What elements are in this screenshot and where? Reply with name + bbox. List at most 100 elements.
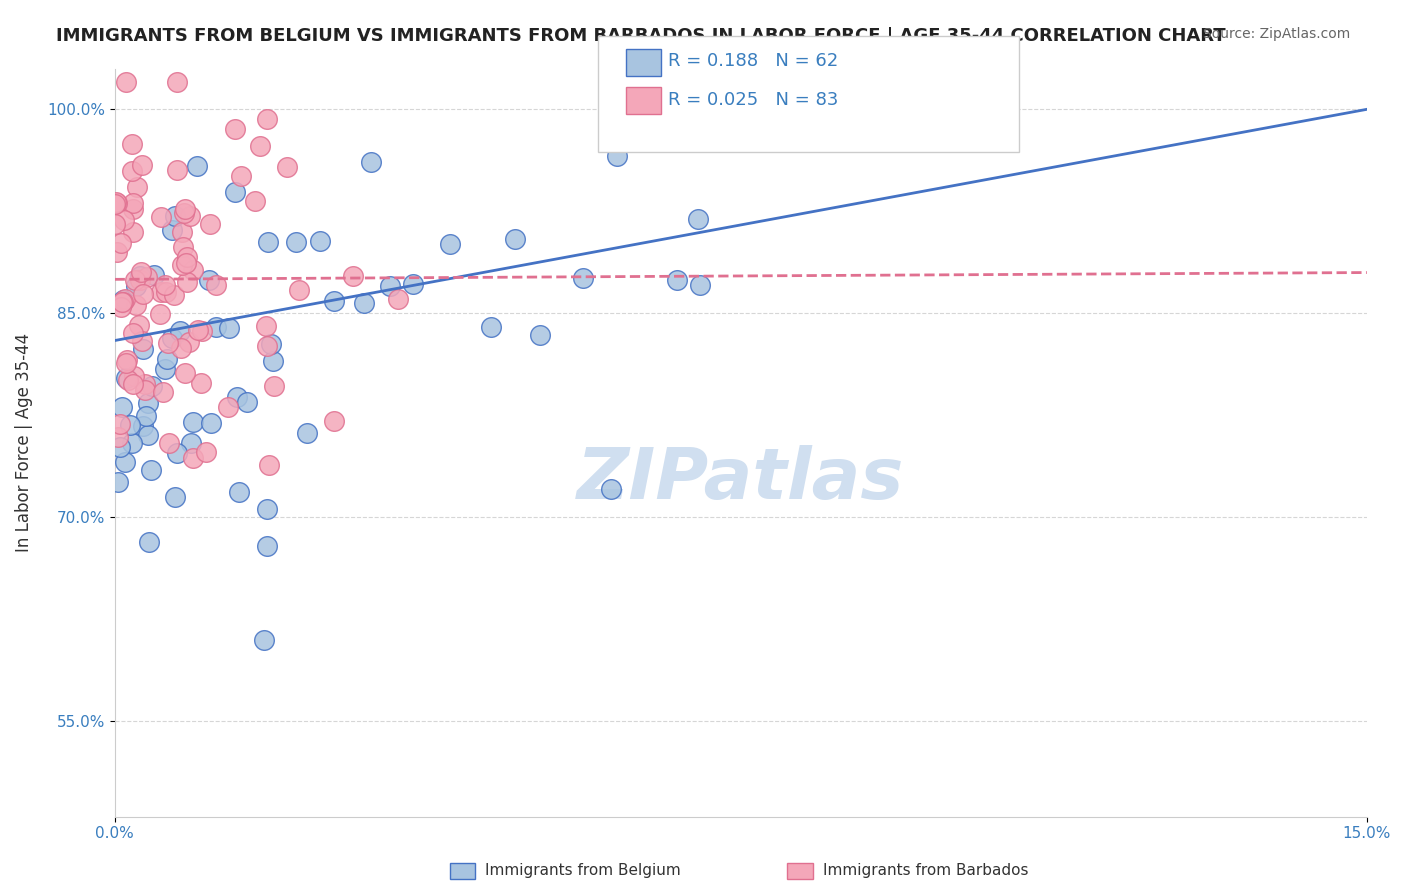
Point [156,335,179,350]
Point [205,320,228,334]
Point [439,237,461,252]
Text: IMMIGRANTS FROM BELGIUM VS IMMIGRANTS FROM BARBADOS IN LABOR FORCE | AGE 35-44 C: IMMIGRANTS FROM BELGIUM VS IMMIGRANTS FR… [56,27,1226,45]
Point [256,112,278,126]
Point [288,284,311,298]
Point [143,268,166,283]
Point [165,490,187,504]
Point [114,212,136,227]
Point [181,263,204,277]
Point [105,245,128,260]
Point [125,180,148,194]
Point [125,279,148,293]
Point [117,373,139,387]
Point [176,276,198,290]
Point [166,445,188,459]
Point [177,335,200,350]
Point [170,225,193,239]
Point [104,218,127,232]
Point [121,326,143,340]
Point [111,400,134,414]
Point [131,334,153,349]
Point [136,270,159,285]
Point [120,417,142,432]
Point [128,268,150,283]
Point [170,259,193,273]
Point [295,425,318,440]
Point [323,294,346,309]
Point [256,501,278,516]
Point [505,232,527,246]
Point [134,383,156,397]
Point [148,307,170,321]
Point [166,75,188,89]
Point [136,428,159,442]
Point [572,271,595,285]
Text: Immigrants from Belgium: Immigrants from Belgium [485,863,681,878]
Point [342,268,364,283]
Point [121,195,143,210]
Point [114,292,136,306]
Point [135,409,157,424]
Point [114,455,136,469]
Point [125,298,148,312]
Point [181,416,204,430]
Point [121,137,143,152]
Point [150,285,173,299]
Point [257,235,280,250]
Point [180,436,202,450]
Text: R = 0.188   N = 62: R = 0.188 N = 62 [668,52,838,70]
Point [165,209,187,223]
Point [121,163,143,178]
Text: Source: ZipAtlas.com: Source: ZipAtlas.com [1202,27,1350,41]
Point [149,210,172,224]
Point [204,278,226,293]
Point [224,185,246,199]
Point [110,235,132,250]
Point [217,400,239,414]
Point [115,371,138,385]
Point [224,121,246,136]
Point [606,149,628,163]
Point [198,273,221,287]
Point [256,319,278,334]
Point [190,324,212,338]
Point [181,450,204,465]
Point [115,75,138,89]
Point [260,337,283,351]
Point [110,441,132,455]
Y-axis label: In Labor Force | Age 35-44: In Labor Force | Age 35-44 [15,333,32,552]
Point [176,250,198,264]
Point [689,277,711,292]
Point [402,277,425,291]
Point [174,366,197,380]
Point [155,285,177,299]
Point [256,540,278,554]
Point [138,535,160,549]
Point [243,194,266,209]
Point [479,319,502,334]
Point [218,321,240,335]
Point [226,391,249,405]
Text: ZIPatlas: ZIPatlas [576,445,904,515]
Point [160,223,183,237]
Point [235,395,257,409]
Point [129,264,152,278]
Point [380,279,402,293]
Point [262,354,284,368]
Point [200,416,222,430]
Point [169,325,191,339]
Point [132,342,155,356]
Point [353,296,375,310]
Point [122,225,145,239]
Point [170,342,193,356]
Point [263,379,285,393]
Point [132,419,155,434]
Point [228,484,250,499]
Point [141,379,163,393]
Point [153,277,176,292]
Point [124,273,146,287]
Point [132,287,155,301]
Point [104,194,127,209]
Text: R = 0.025   N = 83: R = 0.025 N = 83 [668,91,838,109]
Point [187,323,209,337]
